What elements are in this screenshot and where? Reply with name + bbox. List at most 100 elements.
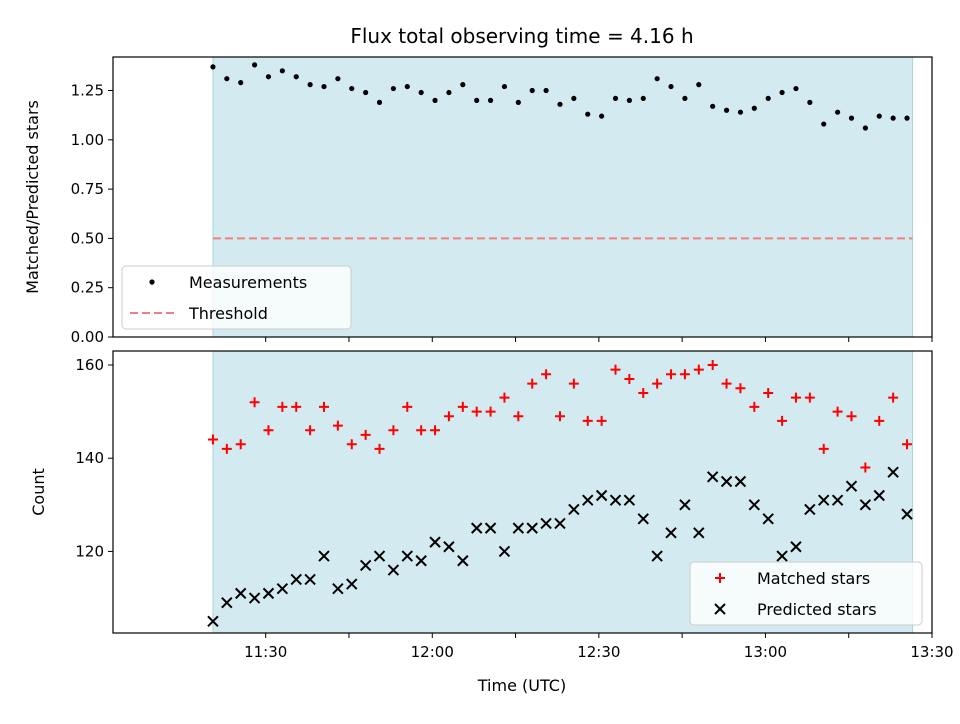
data-point — [543, 87, 549, 94]
data-point — [527, 378, 538, 389]
data-point — [262, 587, 275, 600]
data-point — [387, 564, 400, 576]
data-point — [321, 83, 327, 90]
data-point — [485, 406, 496, 417]
data-point — [221, 596, 233, 609]
axes-frame — [112, 56, 933, 338]
data-point — [335, 76, 341, 82]
data-point — [401, 550, 413, 562]
data-point — [332, 583, 344, 595]
data-point — [470, 522, 483, 534]
axes-frame — [112, 350, 933, 634]
data-point — [207, 434, 218, 445]
data-point — [418, 89, 424, 96]
data-point — [515, 99, 521, 105]
data-point — [776, 550, 788, 562]
data-point — [762, 513, 774, 525]
data-point — [432, 97, 438, 103]
data-point — [390, 85, 397, 92]
data-point — [666, 369, 677, 380]
x-tick-label: 12:00 — [411, 643, 454, 661]
data-point — [612, 95, 619, 102]
data-point — [388, 425, 399, 436]
y-tick-label: 0.00 — [71, 328, 104, 346]
series-predicted-stars — [207, 466, 913, 628]
data-point — [416, 425, 427, 436]
data-point — [609, 494, 622, 506]
data-point — [568, 378, 579, 389]
data-point — [430, 425, 441, 436]
data-point — [610, 364, 621, 375]
top-panel: 0.00 0.25 0.50 0.75 1.00 1.25 Measurements Thre… — [71, 56, 933, 346]
data-point — [654, 76, 660, 82]
y-tick-label: 140 — [75, 449, 104, 467]
data-point — [790, 541, 802, 553]
data-point — [715, 573, 725, 583]
data-point — [846, 411, 857, 422]
bottom-y-axis-label: Count — [29, 468, 48, 516]
data-point — [512, 522, 525, 534]
data-point — [332, 420, 343, 431]
data-point — [540, 517, 552, 530]
data-point — [751, 105, 757, 111]
y-tick-label: 1.00 — [71, 131, 104, 149]
data-point — [901, 508, 913, 520]
data-point — [318, 550, 330, 562]
x-tick-label: 11:30 — [244, 643, 287, 661]
data-point — [277, 401, 288, 412]
data-point — [443, 411, 454, 422]
data-point — [710, 103, 716, 109]
data-point — [568, 503, 580, 516]
y-tick-label: 0.25 — [71, 279, 104, 297]
data-point — [779, 89, 785, 96]
data-point — [763, 387, 774, 398]
data-point — [554, 411, 565, 422]
data-point — [554, 517, 566, 530]
data-point — [249, 397, 260, 408]
data-point — [679, 499, 691, 511]
y-tick-label: 0.75 — [71, 180, 104, 198]
data-point — [651, 550, 663, 562]
data-point — [293, 74, 299, 80]
data-point — [876, 113, 882, 119]
data-point — [723, 107, 730, 113]
data-point — [793, 85, 799, 92]
legend-label: Threshold — [188, 304, 268, 323]
data-point — [248, 592, 261, 604]
data-point — [714, 603, 726, 615]
data-point — [696, 82, 702, 88]
data-point — [582, 415, 593, 426]
legend-box — [121, 265, 352, 330]
x-axis-label: Time (UTC) — [477, 676, 566, 695]
data-point — [279, 68, 285, 74]
data-point — [305, 425, 316, 436]
data-point — [599, 113, 605, 119]
data-point — [304, 573, 316, 586]
data-point — [807, 99, 813, 105]
data-point — [471, 406, 482, 417]
data-point — [693, 527, 705, 539]
data-point — [529, 87, 535, 94]
data-point — [682, 95, 688, 102]
data-point — [376, 99, 383, 105]
data-point — [541, 369, 552, 380]
data-point — [873, 489, 885, 502]
data-point — [526, 522, 538, 534]
data-point — [374, 443, 385, 454]
data-point — [363, 89, 369, 96]
data-point — [235, 439, 246, 450]
data-point — [238, 80, 244, 86]
data-point — [207, 615, 219, 628]
data-point — [415, 555, 427, 567]
legend: Matched stars Predicted stars — [689, 561, 923, 626]
data-point — [487, 97, 494, 103]
legend: Measurements Threshold — [121, 265, 352, 330]
data-point — [307, 82, 313, 88]
data-point — [706, 471, 719, 483]
top-y-axis-label: Matched/Predicted stars — [23, 100, 42, 294]
data-point — [224, 76, 230, 82]
data-point — [276, 583, 289, 595]
data-point — [513, 411, 524, 422]
x-tick-label: 13:30 — [910, 643, 953, 661]
data-point — [637, 513, 649, 525]
